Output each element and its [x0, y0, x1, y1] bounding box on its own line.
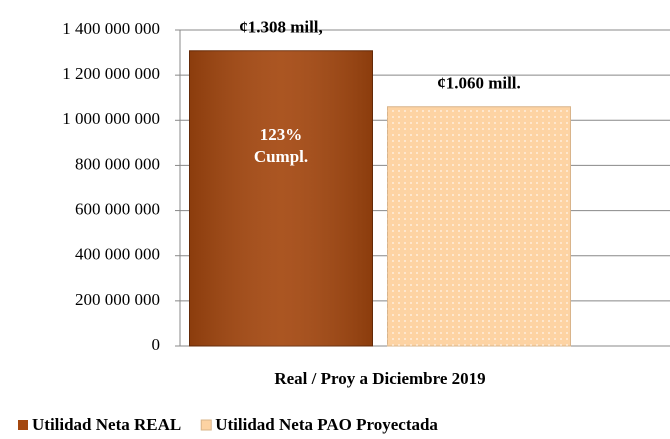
y-tick-label: 0 [152, 335, 161, 354]
y-tick-label: 600 000 000 [75, 199, 160, 218]
annotation: 123% [260, 125, 303, 144]
annotation: Cumpl. [254, 147, 308, 166]
y-tick-label: 1 000 000 000 [62, 109, 160, 128]
bar-shade [189, 50, 373, 346]
legend-swatch [18, 420, 28, 430]
y-tick-label: 800 000 000 [75, 154, 160, 173]
y-tick-label: 1 200 000 000 [62, 64, 160, 83]
value-label: ¢1.060 mill. [437, 74, 521, 93]
legend-swatch [200, 419, 212, 431]
y-tick-label: 1 400 000 000 [62, 19, 160, 38]
y-tick-label: 400 000 000 [75, 245, 160, 264]
value-label: ¢1.308 mill, [239, 18, 323, 37]
x-tick-label: Real / Proy a Diciembre 2019 [274, 369, 485, 388]
bar-shade [387, 106, 571, 346]
legend-label: Utilidad Neta REAL [32, 415, 181, 434]
y-tick-label: 200 000 000 [75, 290, 160, 309]
legend-label: Utilidad Neta PAO Proyectada [215, 415, 438, 434]
